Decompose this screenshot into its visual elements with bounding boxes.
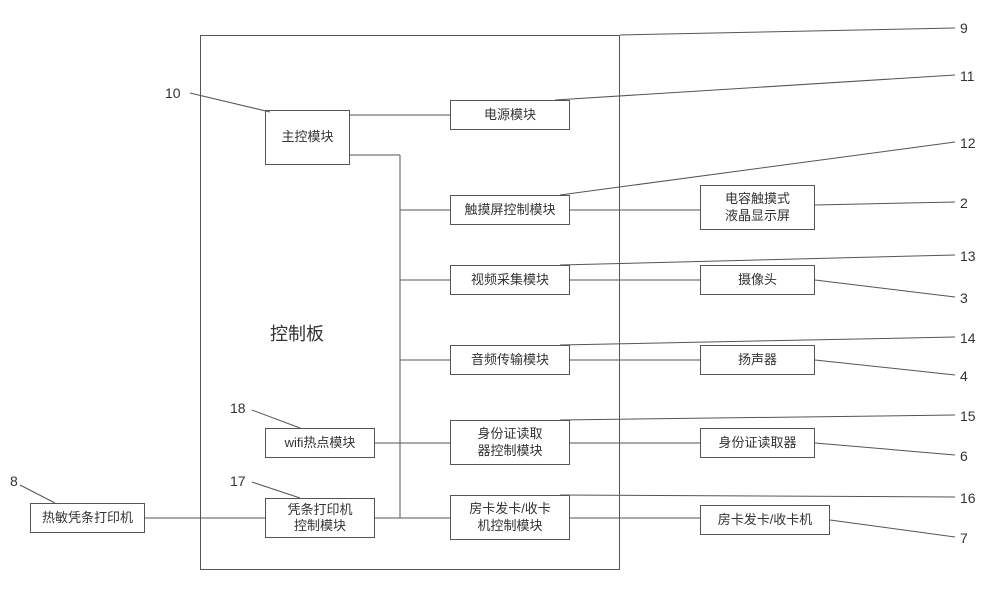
node-main-ctrl: 主控模块 bbox=[265, 110, 350, 165]
diagram-canvas: 控制板 主控模块 电源模块 触摸屏控制模块 视频采集模块 音频传输模块 身份证读… bbox=[0, 0, 1000, 595]
node-wifi: wifi热点模块 bbox=[265, 428, 375, 458]
callout-11: 11 bbox=[960, 68, 975, 84]
node-idread-ctrl: 身份证读取 器控制模块 bbox=[450, 420, 570, 465]
callout-10: 10 bbox=[165, 85, 181, 101]
node-printer: 热敏凭条打印机 bbox=[30, 503, 145, 533]
node-cardmachine: 房卡发卡/收卡机 bbox=[700, 505, 830, 535]
node-lcd: 电容触摸式 液晶显示屏 bbox=[700, 185, 815, 230]
node-card-ctrl: 房卡发卡/收卡 机控制模块 bbox=[450, 495, 570, 540]
node-video: 视频采集模块 bbox=[450, 265, 570, 295]
callout-8: 8 bbox=[10, 473, 18, 489]
control-board-label: 控制板 bbox=[270, 320, 324, 346]
callout-2: 2 bbox=[960, 195, 968, 211]
callout-4: 4 bbox=[960, 368, 968, 384]
callout-14: 14 bbox=[960, 330, 976, 346]
callout-17: 17 bbox=[230, 473, 246, 489]
callout-3: 3 bbox=[960, 290, 968, 306]
node-print-ctrl: 凭条打印机 控制模块 bbox=[265, 498, 375, 538]
node-audio: 音频传输模块 bbox=[450, 345, 570, 375]
node-touch-ctrl: 触摸屏控制模块 bbox=[450, 195, 570, 225]
callout-12: 12 bbox=[960, 135, 976, 151]
callout-13: 13 bbox=[960, 248, 976, 264]
callout-7: 7 bbox=[960, 530, 968, 546]
callout-18: 18 bbox=[230, 400, 246, 416]
callout-6: 6 bbox=[960, 448, 968, 464]
node-camera: 摄像头 bbox=[700, 265, 815, 295]
callout-16: 16 bbox=[960, 490, 976, 506]
node-power: 电源模块 bbox=[450, 100, 570, 130]
node-idreader: 身份证读取器 bbox=[700, 428, 815, 458]
callout-15: 15 bbox=[960, 408, 976, 424]
node-speaker: 扬声器 bbox=[700, 345, 815, 375]
callout-9: 9 bbox=[960, 20, 968, 36]
